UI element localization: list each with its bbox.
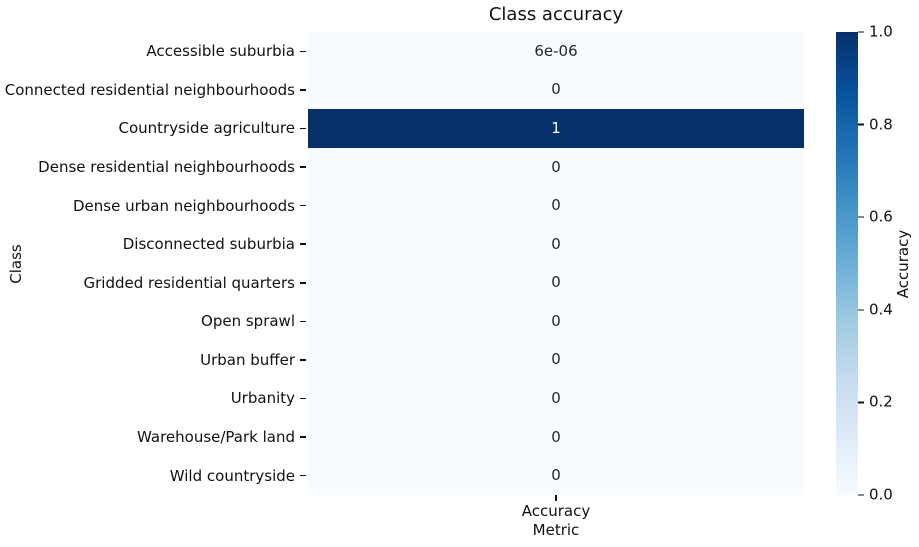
y-tick-label: Connected residential neighbourhoods [4,80,295,99]
y-tick-mark [300,436,306,438]
colorbar-tick-labels: 1.0 0.8 0.6 0.4 0.2 0.0 [858,24,919,502]
colorbar-tick: 1.0 [858,22,893,41]
y-tick: Open sprawl [0,302,306,341]
y-tick-label: Dense residential neighbourhoods [38,158,295,177]
cell-annotation: 0 [551,80,561,99]
y-tick-label: Wild countryside [169,466,295,485]
x-tick-label: Accuracy [521,502,591,520]
y-tick: Wild countryside [0,456,306,495]
y-tick-mark [300,89,306,91]
colorbar-tick-label: 0.0 [869,485,893,504]
y-tick-mark [300,397,306,400]
y-tick: Disconnected suburbia [0,225,306,264]
heatmap-cell: 1 [308,109,804,148]
heatmap-cell: 0 [308,456,804,495]
cell-annotation: 0 [551,273,561,292]
colorbar-tick: 0.4 [858,302,893,317]
y-tick: Connected residential neighbourhoods [0,71,306,110]
colorbar [836,32,858,495]
colorbar-tick-mark [858,401,864,404]
y-tick: Urbanity [0,379,306,418]
y-tick-mark [300,359,306,361]
y-tick-label: Gridded residential quarters [83,273,295,292]
colorbar-tick-mark [858,494,864,496]
cell-annotation: 0 [551,350,561,369]
heatmap-cell: 0 [308,263,804,303]
heatmap-cell: 0 [308,147,804,187]
y-tick-mark [300,474,306,477]
y-tick-mark [300,50,306,53]
y-tick-label: Warehouse/Park land [137,428,295,447]
heatmap-cell: 0 [308,417,804,457]
y-tick-mark [300,127,306,130]
cell-annotation: 6e-06 [534,41,578,60]
x-tick-mark [555,495,557,501]
chart-title: Class accuracy [488,4,624,25]
heatmap-cell: 0 [308,340,804,380]
colorbar-tick: 0.6 [858,207,893,226]
colorbar-tick-mark [858,123,864,126]
x-axis-label: Metric [532,521,580,539]
y-tick-label: Urban buffer [200,350,295,369]
y-tick: Accessible suburbia [0,32,306,71]
cell-annotation: 1 [551,118,561,137]
y-tick-mark [300,243,306,245]
heatmap-cell: 0 [308,379,804,418]
y-tick-labels: Accessible suburbia Connected residential… [0,32,306,495]
y-tick-label: Dense urban neighbourhoods [73,196,295,215]
y-tick-label: Countryside agriculture [118,119,295,138]
heatmap-cell: 0 [308,70,804,110]
y-tick: Urban buffer [0,341,306,380]
colorbar-tick-mark [858,216,864,218]
y-tick: Dense urban neighbourhoods [0,186,306,225]
heatmap-cell: 0 [308,224,804,264]
heatmap-cell: 0 [308,186,804,225]
y-tick: Gridded residential quarters [0,263,306,302]
cell-annotation: 0 [551,427,561,446]
colorbar-tick-label: 1.0 [869,22,893,41]
y-tick-label: Disconnected suburbia [122,235,295,254]
y-tick: Countryside agriculture [0,109,306,148]
y-tick: Warehouse/Park land [0,418,306,457]
heatmap-plot-area: 6e-06 0 1 0 0 0 0 0 0 0 0 0 [308,32,804,495]
cell-annotation: 0 [551,466,561,485]
heatmap-cell: 0 [308,302,804,341]
y-tick: Dense residential neighbourhoods [0,148,306,187]
colorbar-tick-label: 0.4 [869,300,893,319]
y-tick-mark [300,282,306,284]
heatmap-cell: 6e-06 [308,32,804,71]
y-tick-label: Open sprawl [201,312,295,331]
cell-annotation: 0 [551,311,561,330]
colorbar-tick: 0.0 [858,485,893,504]
y-tick-mark [300,204,306,207]
colorbar-tick-label: 0.6 [869,207,893,226]
y-tick-label: Accessible suburbia [146,42,295,61]
colorbar-tick-label: 0.2 [869,392,893,411]
colorbar-tick-mark [858,309,864,311]
cell-annotation: 0 [551,196,561,215]
colorbar-tick-label: 0.8 [869,115,893,134]
colorbar-tick: 0.2 [858,392,893,411]
y-tick-mark [300,320,306,323]
colorbar-tick: 0.8 [858,117,893,132]
cell-annotation: 0 [551,234,561,253]
y-tick-mark [300,166,306,168]
y-tick-label: Urbanity [230,389,295,408]
colorbar-tick-mark [858,31,864,33]
cell-annotation: 0 [551,388,561,407]
cell-annotation: 0 [551,157,561,176]
colorbar-label: Accuracy [894,229,912,299]
